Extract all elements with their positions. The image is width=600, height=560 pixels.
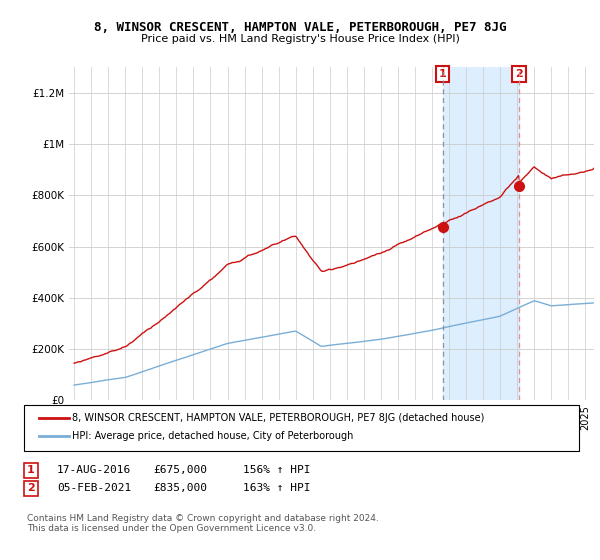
Text: £835,000: £835,000 — [153, 483, 207, 493]
Text: Price paid vs. HM Land Registry's House Price Index (HPI): Price paid vs. HM Land Registry's House … — [140, 34, 460, 44]
Text: 1: 1 — [439, 69, 446, 79]
Text: 17-AUG-2016: 17-AUG-2016 — [57, 465, 131, 475]
Text: HPI: Average price, detached house, City of Peterborough: HPI: Average price, detached house, City… — [72, 431, 353, 441]
Text: Contains HM Land Registry data © Crown copyright and database right 2024.
This d: Contains HM Land Registry data © Crown c… — [27, 514, 379, 534]
Text: 1: 1 — [27, 465, 35, 475]
Text: 8, WINSOR CRESCENT, HAMPTON VALE, PETERBOROUGH, PE7 8JG: 8, WINSOR CRESCENT, HAMPTON VALE, PETERB… — [94, 21, 506, 34]
Text: 8, WINSOR CRESCENT, HAMPTON VALE, PETERBOROUGH, PE7 8JG (detached house): 8, WINSOR CRESCENT, HAMPTON VALE, PETERB… — [72, 413, 484, 423]
Bar — [443, 67, 519, 400]
Text: 163% ↑ HPI: 163% ↑ HPI — [243, 483, 311, 493]
Text: 2: 2 — [27, 483, 35, 493]
Text: 2: 2 — [515, 69, 523, 79]
Text: 05-FEB-2021: 05-FEB-2021 — [57, 483, 131, 493]
Text: 156% ↑ HPI: 156% ↑ HPI — [243, 465, 311, 475]
Text: £675,000: £675,000 — [153, 465, 207, 475]
